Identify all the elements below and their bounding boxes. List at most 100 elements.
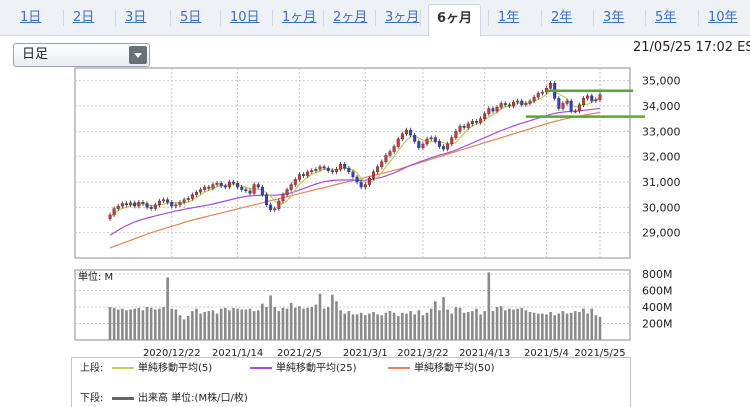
volume-bar (277, 311, 281, 340)
volume-bar (417, 310, 421, 340)
volume-bar (355, 314, 359, 340)
volume-bar (380, 315, 384, 340)
candle-body (404, 129, 408, 135)
candle-body (392, 146, 396, 152)
candle-body (219, 183, 223, 186)
candle-body (260, 186, 264, 195)
volume-tick-label: 400M (642, 301, 673, 314)
volume-bar (520, 307, 524, 340)
volume-bar (458, 307, 462, 340)
volume-bar (310, 307, 314, 340)
candle-body (388, 151, 392, 156)
volume-tick-label: 600M (642, 285, 673, 298)
candle-body (565, 100, 569, 104)
volume-bar (594, 315, 598, 340)
tab-separator (698, 10, 699, 26)
tab-6[interactable]: 1ヶ月 (282, 10, 317, 25)
tab-7[interactable]: 2ヶ月 (333, 10, 368, 25)
candle-body (466, 123, 470, 128)
candle-body (582, 98, 586, 105)
x-tick-label: 2021/3/1 (343, 348, 388, 357)
tab-8[interactable]: 3ヶ月 (385, 10, 420, 25)
tab-10[interactable]: 1年 (498, 10, 520, 25)
volume-bar (376, 314, 379, 340)
volume-bar (269, 295, 272, 340)
volume-bar (195, 308, 198, 340)
candle-body (495, 107, 499, 112)
candle-interval-select[interactable]: 日足 (13, 43, 150, 67)
candle-body (334, 169, 338, 173)
candle-body (516, 100, 520, 103)
volume-bar (396, 316, 400, 340)
volume-bar (372, 311, 375, 340)
candle-body (561, 103, 565, 109)
volume-bar (186, 316, 190, 340)
candle-body (569, 100, 573, 112)
candle-body (540, 91, 544, 94)
volume-bar (149, 307, 153, 340)
candle-body (372, 171, 376, 179)
price-tick-label: 29,000 (642, 227, 681, 240)
volume-bar (236, 308, 239, 340)
candle-body (462, 126, 466, 128)
volume-bar (405, 313, 408, 340)
candle-body (590, 95, 594, 102)
candle-body (347, 167, 351, 173)
volume-bar (232, 307, 235, 340)
candle-body (124, 203, 128, 206)
candle-body (116, 205, 120, 209)
candle-body (170, 202, 174, 207)
candle-body (297, 174, 301, 180)
candle-body (470, 120, 474, 124)
candle-body (503, 103, 507, 105)
volume-bar (545, 314, 548, 340)
candle-body (108, 214, 112, 219)
tab-12[interactable]: 3年 (603, 10, 625, 25)
volume-bar (203, 311, 207, 340)
candle-body (355, 176, 359, 183)
candle-body (437, 141, 441, 147)
tab-5[interactable]: 10日 (230, 10, 260, 25)
tab-11[interactable]: 2年 (551, 10, 573, 25)
volume-bar (421, 315, 425, 340)
candle-body (285, 189, 289, 195)
candle-body (520, 100, 524, 105)
candle-body (141, 202, 145, 204)
volume-bar (285, 308, 289, 340)
candle-body (129, 202, 133, 205)
candle-body (240, 186, 244, 190)
candle-body (273, 208, 277, 211)
candle-body (396, 138, 400, 147)
tab-9[interactable]: 6ヶ月 (428, 4, 482, 37)
candle-body (512, 101, 516, 107)
volume-bar (129, 309, 132, 340)
volume-bar (153, 309, 157, 340)
volume-bar (343, 313, 347, 340)
candle-body (293, 179, 297, 185)
volume-bar (557, 313, 561, 340)
tab-separator (488, 10, 489, 26)
timestamp: 21/05/25 17:02 EST (633, 40, 750, 55)
tab-1[interactable]: 1日 (20, 10, 42, 25)
tab-3[interactable]: 3日 (125, 10, 147, 25)
volume-bar (466, 311, 470, 340)
candle-body (450, 137, 454, 145)
volume-bar (590, 308, 594, 340)
volume-bar (199, 313, 202, 340)
tab-4[interactable]: 5日 (180, 10, 202, 25)
candle-body (137, 202, 141, 207)
ma5-swatch (112, 367, 134, 369)
volume-bar (289, 302, 293, 340)
candle-body (310, 170, 314, 173)
tab-separator (220, 10, 221, 26)
tab-13[interactable]: 5年 (655, 10, 677, 25)
volume-tick-label: 200M (642, 318, 673, 331)
legend-ma25-label: 単純移動平均(25) (276, 363, 357, 374)
tab-14[interactable]: 10年 (708, 10, 738, 25)
chevron-down-icon[interactable] (129, 46, 147, 64)
price-tick-label: 33,000 (642, 125, 681, 138)
tab-2[interactable]: 2日 (73, 10, 95, 25)
tab-separator (375, 10, 376, 26)
volume-bar (121, 308, 124, 340)
candle-body (112, 208, 116, 216)
